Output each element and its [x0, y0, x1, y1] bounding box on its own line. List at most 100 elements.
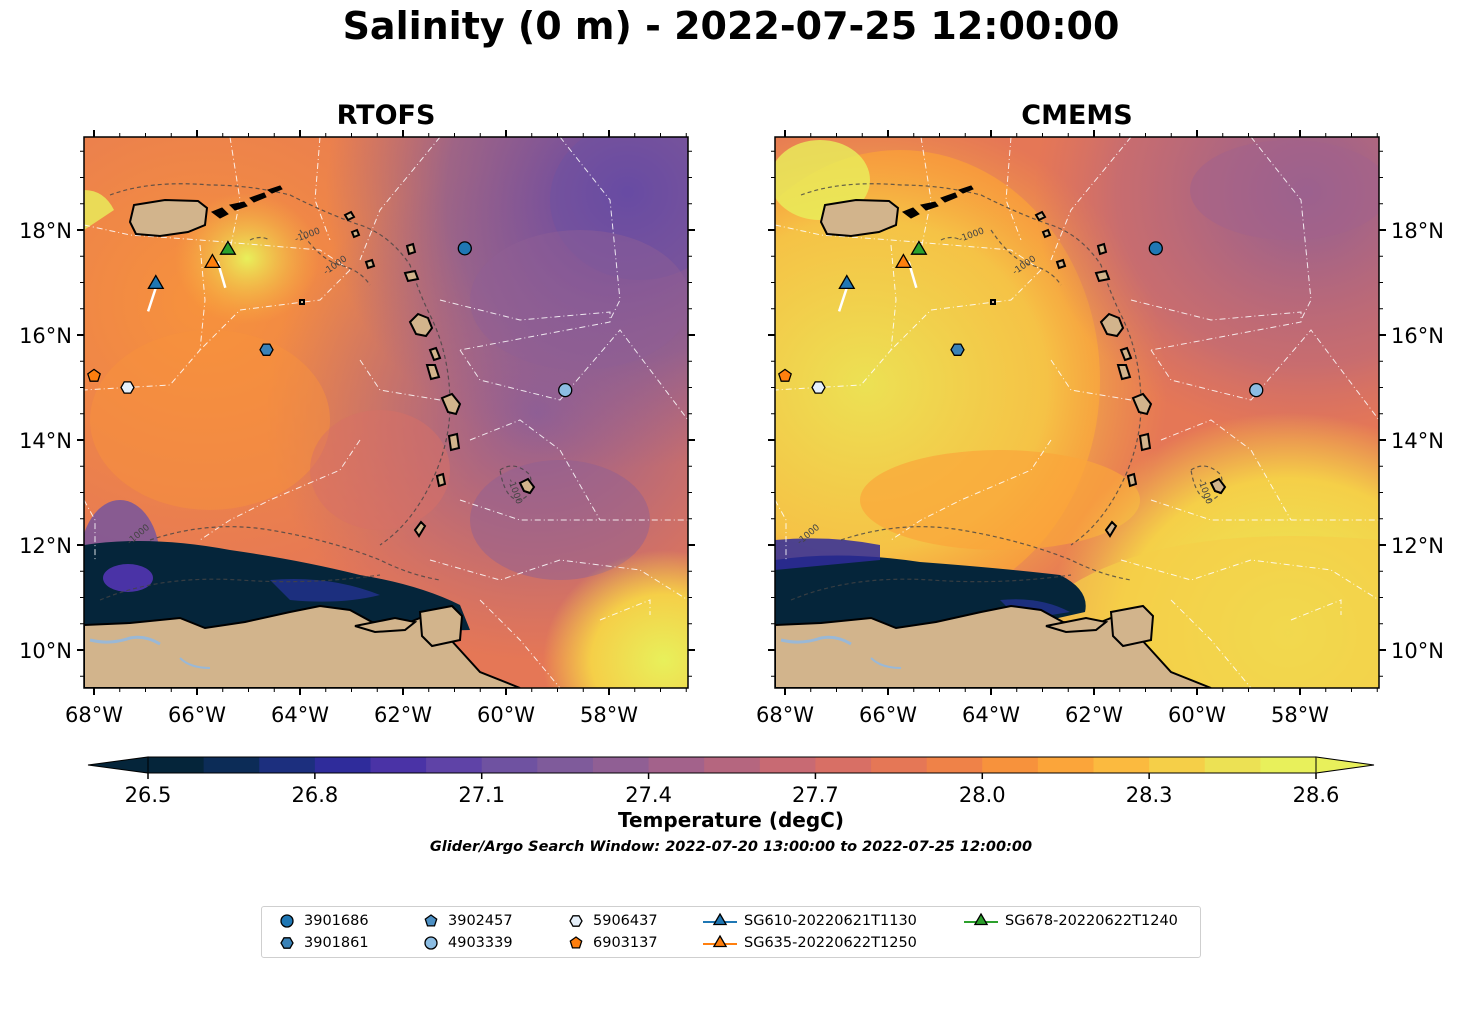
- lon-tick-label: 66°W: [168, 703, 226, 727]
- marker-6903137: [87, 368, 101, 382]
- legend-item-6903137: 6903137: [565, 933, 658, 953]
- legend-label: 4903339: [448, 935, 513, 951]
- colorbar-bin: [704, 757, 761, 773]
- legend: 3901686 3901861 3902457 4903339 5906437 69031…: [261, 906, 1201, 958]
- legend-label: 5906437: [593, 913, 658, 929]
- marker-SG678-20220622T1240: [219, 240, 237, 255]
- legend-marker-icon: [424, 936, 438, 950]
- lat-tick-label: 14°N: [1391, 429, 1444, 453]
- legend-marker-icon: [280, 937, 294, 949]
- colorbar-bin: [203, 757, 260, 773]
- colorbar-bin: [148, 757, 205, 773]
- legend-label: 3901686: [304, 913, 369, 929]
- legend-marker: [569, 936, 583, 949]
- colorbar-bin: [926, 757, 983, 773]
- colorbar-tick-label: 26.8: [291, 783, 338, 807]
- legend-label: SG610-20220621T1130: [744, 913, 917, 929]
- lat-tick-label: 18°N: [1391, 219, 1444, 243]
- colorbar-bin: [815, 757, 872, 773]
- panel-title-cmems: CMEMS: [1021, 100, 1133, 131]
- colorbar-extend-min: [87, 756, 149, 774]
- axis-ticks-rtofs: 68°W 66°W 64°W 62°W 60°W 58°W 18°N 16°N 14°N 12°N…: [19, 130, 695, 727]
- lon-tick-label: 58°W: [580, 703, 638, 727]
- legend-marker: [424, 936, 438, 950]
- colorbar-outline: [147, 756, 1317, 774]
- legend-marker-icon: [280, 914, 294, 928]
- observation-markers-cmems: [778, 240, 1264, 398]
- legend-marker-icon: [703, 912, 737, 926]
- lon-tick-label: 62°W: [374, 703, 432, 727]
- lat-tick-label: 10°N: [1391, 639, 1444, 663]
- legend-marker: [280, 914, 294, 928]
- colorbar-bin: [426, 757, 483, 773]
- axis-ticks-cmems: 68°W 66°W 64°W 62°W 60°W 58°W 18°N 16°N 14°N 12°N…: [756, 130, 1444, 727]
- colorbar-tick-label: 27.7: [792, 783, 839, 807]
- marker-6903137: [778, 368, 792, 382]
- marker-SG610-20220621T1130: [147, 274, 165, 290]
- lat-tick-label: 16°N: [1391, 324, 1444, 348]
- marker-SG678-20220622T1240: [910, 240, 928, 255]
- legend-item-3902457: 3902457: [420, 911, 513, 931]
- colorbar-tick-label: 28.0: [959, 783, 1006, 807]
- legend-marker: [973, 912, 989, 926]
- lat-tick-label: 10°N: [19, 639, 72, 663]
- lat-tick-label: 12°N: [19, 534, 72, 558]
- legend-item-SG635-20220622T1250: SG635-20220622T1250: [702, 933, 917, 953]
- lon-tick-label: 68°W: [756, 703, 814, 727]
- marker-SG635-20220622T1250: [894, 253, 912, 269]
- lat-tick-label: 16°N: [19, 324, 72, 348]
- colorbar-bin: [370, 757, 427, 773]
- legend-item-4903339: 4903339: [420, 933, 513, 953]
- legend-label: SG635-20220622T1250: [744, 935, 917, 951]
- legend-label: SG678-20220622T1240: [1005, 913, 1178, 929]
- legend-label: 6903137: [593, 935, 658, 951]
- marker-3901861: [259, 343, 274, 356]
- colorbar-bin: [1037, 757, 1095, 773]
- legend-label: 3901861: [304, 935, 369, 951]
- colorbar-tick-label: 28.6: [1293, 783, 1340, 807]
- search-window-note: Glider/Argo Search Window: 2022-07-20 13…: [429, 839, 1033, 855]
- marker-4903339: [1249, 382, 1264, 398]
- legend-item-5906437: 5906437: [565, 911, 658, 931]
- legend-marker-icon: [424, 914, 438, 927]
- figure-title: Salinity (0 m) - 2022-07-25 12:00:00: [342, 4, 1120, 48]
- lon-tick-label: 58°W: [1271, 703, 1329, 727]
- lat-tick-label: 18°N: [19, 219, 72, 243]
- colorbar-bin: [759, 757, 817, 773]
- colorbar-bin: [982, 757, 1039, 773]
- colorbar-bin: [871, 757, 928, 773]
- colorbar-label: Temperature (degC): [618, 808, 844, 832]
- glider-track: [146, 287, 157, 312]
- panel-title-rtofs: RTOFS: [336, 100, 436, 131]
- marker-SG610-20220621T1130: [838, 274, 856, 290]
- legend-marker: [424, 914, 438, 927]
- lon-tick-label: 64°W: [962, 703, 1020, 727]
- observation-markers-rtofs: [87, 240, 573, 398]
- lon-tick-label: 62°W: [1065, 703, 1123, 727]
- lon-tick-label: 60°W: [1168, 703, 1226, 727]
- marker-3901861: [950, 343, 965, 356]
- colorbar-bin: [592, 757, 650, 773]
- colorbar: 26.5 26.8 27.1 27.4 27.7 28.0 28.3 28.6: [87, 756, 1375, 807]
- marker-5906437: [120, 381, 135, 394]
- colorbar-tick-label: 27.4: [625, 783, 672, 807]
- colorbar-bin: [1093, 757, 1150, 773]
- legend-marker: [569, 915, 583, 927]
- colorbar-bin: [259, 757, 316, 773]
- lon-tick-label: 68°W: [65, 703, 123, 727]
- marker-5906437: [811, 381, 826, 394]
- marker-3901686: [457, 241, 472, 256]
- colorbar-tick-label: 26.5: [125, 783, 172, 807]
- lon-tick-label: 66°W: [859, 703, 917, 727]
- colorbar-bin: [648, 757, 705, 773]
- lat-tick-label: 12°N: [1391, 534, 1444, 558]
- colorbar-bin: [537, 757, 594, 773]
- map-panel-cmems: -1000 -1000 -1000 -1000 68°W 66°W 64°W 62°W…: [756, 130, 1444, 727]
- legend-marker-icon: [569, 915, 583, 927]
- lat-tick-label: 14°N: [19, 429, 72, 453]
- colorbar-extend-max: [1315, 756, 1375, 774]
- map-panel-rtofs: -1000 -1000 -1000 -1000 68°W 66°W 64°W 62°W…: [19, 130, 695, 727]
- colorbar-bin: [481, 757, 538, 773]
- legend-marker-icon: [964, 912, 998, 926]
- legend-marker: [280, 937, 294, 949]
